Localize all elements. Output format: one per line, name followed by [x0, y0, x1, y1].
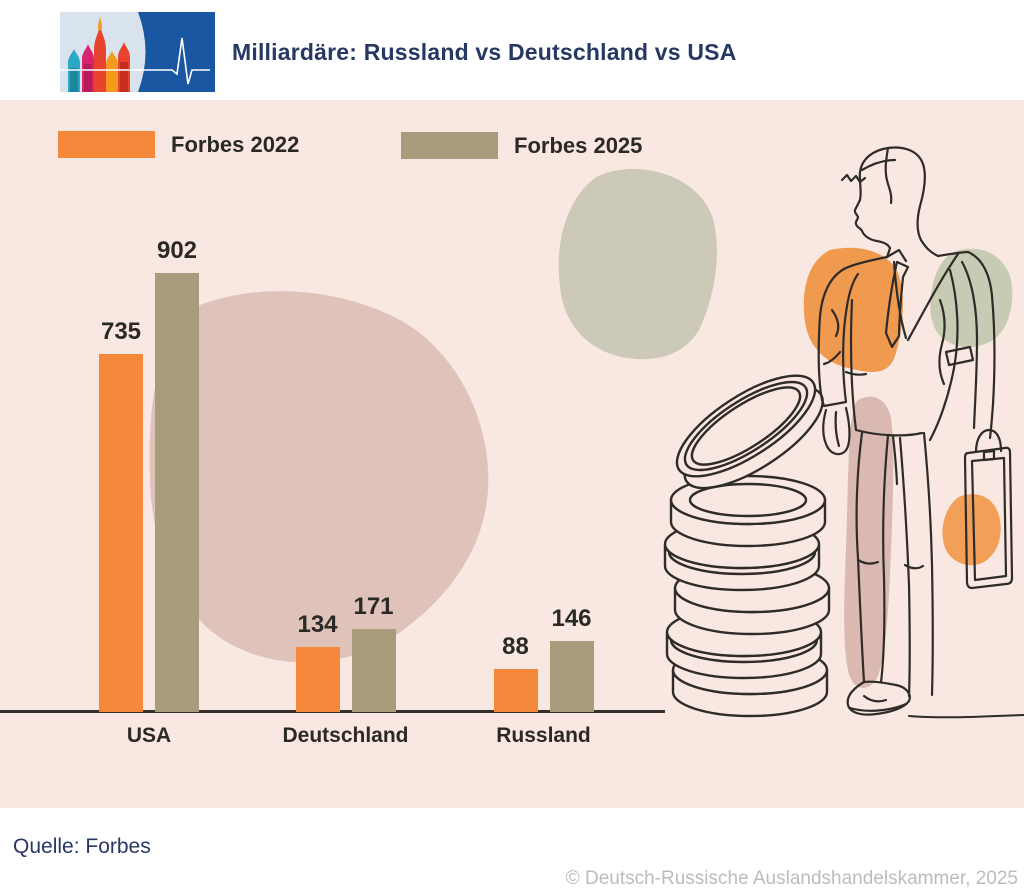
bar-chart: 735 902 USA 134 171 Deutschland 88 146 Russland: [0, 100, 1024, 808]
chart-canvas: Forbes 2022 Forbes 2025 735 902 USA 134 171 D…: [0, 100, 1024, 808]
value-label: 146: [551, 605, 592, 632]
bar-usa-forbes-2022: [99, 354, 143, 712]
page-title: Milliardäre: Russland vs Deutschland vs …: [232, 39, 737, 65]
tilted-coin-icon: [675, 374, 824, 490]
ahk-russland-logo-icon: [60, 12, 215, 92]
bar-deutschland-forbes-2025: [351, 629, 396, 712]
value-label: 735: [100, 318, 142, 345]
sage-blob-top: [558, 169, 717, 360]
value-label: 171: [353, 593, 394, 620]
coin-stack-icon: [663, 374, 1024, 719]
businessman-icon: [817, 146, 1014, 716]
value-label: 902: [156, 237, 198, 264]
bar-usa-forbes-2025: [155, 273, 199, 712]
category-label-usa: USA: [126, 724, 172, 747]
source-note: Quelle: Forbes: [13, 835, 151, 858]
legend-label-2025: Forbes 2025: [514, 132, 643, 158]
decorative-illustration: [149, 146, 1024, 719]
value-label: 134: [297, 611, 338, 638]
legend-label-2022: Forbes 2022: [171, 131, 300, 157]
bar-deutschland-forbes-2022: [295, 647, 340, 712]
rose-blob: [149, 291, 489, 663]
copyright-note: © Deutsch-Russische Auslandshandelskamme…: [565, 868, 1018, 889]
bar-russland-forbes-2025: [549, 641, 594, 712]
category-label-deutschland: Deutschland: [282, 724, 409, 747]
pulse-line-icon: [60, 37, 210, 85]
cathedral-icon: [68, 15, 130, 92]
category-label-russland: Russland: [496, 724, 591, 747]
orange-blob-jacket: [803, 247, 903, 372]
legend: Forbes 2022 Forbes 2025: [0, 100, 1024, 170]
rose-blob-leg: [844, 396, 894, 688]
value-label: 88: [502, 633, 529, 660]
legend-item-forbes-2022: Forbes 2022: [58, 131, 299, 158]
legend-item-forbes-2025: Forbes 2025: [401, 132, 642, 159]
header: Milliardäre: Russland vs Deutschland vs …: [0, 0, 1024, 100]
orange-blob-briefcase: [942, 494, 1001, 566]
legend-swatch-2022: [58, 131, 155, 158]
bar-russland-forbes-2022: [493, 669, 538, 712]
legend-swatch-2025: [401, 132, 498, 159]
footer: Quelle: Forbes © Deutsch-Russische Ausla…: [0, 808, 1024, 893]
